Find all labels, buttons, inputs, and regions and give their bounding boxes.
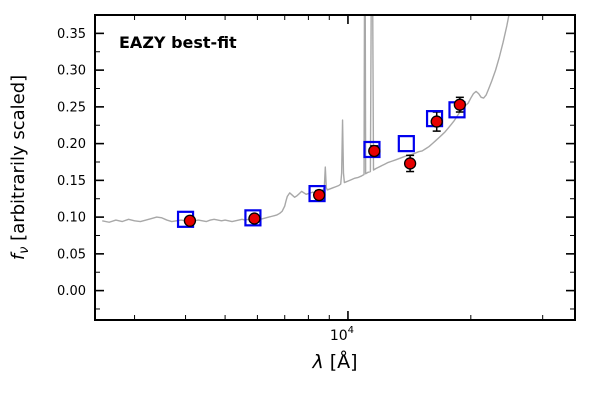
spectrum-line (102, 15, 510, 223)
y-tick-label: 0.30 (57, 64, 86, 79)
observed-photometry-point (403, 157, 417, 170)
plot-area (95, 15, 575, 320)
y-tick-label: 0.35 (57, 27, 86, 42)
x-tick-label: 104 (330, 325, 354, 344)
observed-photometry-point (312, 188, 326, 202)
data-layer (102, 15, 510, 228)
y-axis-label: fν [arbitrarily scaled] (8, 75, 32, 260)
observed-photometry-point (368, 144, 381, 158)
observed-photometry-point (183, 214, 197, 227)
observed-photometry-point (453, 98, 466, 111)
y-tick-label: 0.10 (57, 211, 86, 226)
y-tick-label: 0.00 (57, 284, 86, 299)
annotation-eazy-best-fit: EAZY best-fit (119, 33, 237, 52)
observed-photometry-point (430, 115, 443, 128)
y-tick-label: 0.05 (57, 247, 86, 262)
model-photometry-point (397, 135, 415, 153)
plot-frame (94, 14, 576, 321)
observed-photometry-point (248, 212, 261, 225)
y-tick-label: 0.15 (57, 174, 86, 189)
x-axis-label: λ [Å] (311, 350, 357, 373)
y-tick-label: 0.20 (57, 137, 86, 152)
y-tick-label: 0.25 (57, 100, 86, 115)
